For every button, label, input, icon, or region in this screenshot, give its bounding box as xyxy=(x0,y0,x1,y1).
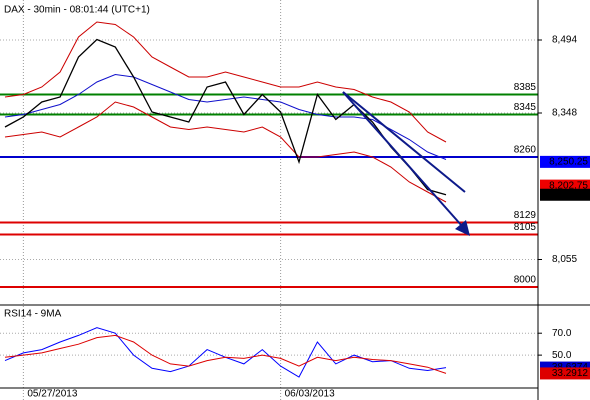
level-label: 8000 xyxy=(514,275,537,286)
level-label: 8260 xyxy=(514,145,537,156)
chart-title: DAX - 30min - 08:01:44 (UTC+1) xyxy=(4,5,150,16)
y-tick-label: 8,494 xyxy=(552,35,577,46)
price-tag-label: 8,202.75 xyxy=(549,180,588,191)
level-label: 8345 xyxy=(514,102,537,113)
trend-arrow xyxy=(342,91,463,227)
rsi-title: RSI14 - 9MA xyxy=(4,309,62,320)
trend-line xyxy=(342,91,466,193)
price-tag xyxy=(540,179,590,192)
price-tag-label: 8,184.5 xyxy=(555,189,589,200)
series-line xyxy=(4,38,447,196)
value-tag-label: 33.2912 xyxy=(552,368,589,379)
series-line xyxy=(4,334,447,374)
level-label: 8105 xyxy=(514,222,537,233)
series-line xyxy=(4,101,447,203)
y-tick-label: 50.0 xyxy=(552,350,572,361)
x-tick-label: 05/27/2013 xyxy=(27,389,77,400)
y-tick-label: 8,055 xyxy=(552,254,577,265)
series-line xyxy=(4,73,447,160)
y-tick-label: 70.0 xyxy=(552,328,572,339)
x-tick-label: 06/03/2013 xyxy=(285,389,335,400)
arrow-head xyxy=(455,220,470,236)
series-line xyxy=(4,21,447,143)
price-tag-label: 8,250.25 xyxy=(549,157,588,168)
level-label: 8129 xyxy=(514,210,537,221)
price-tag xyxy=(540,188,590,201)
level-label: 8385 xyxy=(514,82,537,93)
value-tag xyxy=(540,367,590,380)
price-tag xyxy=(540,155,590,168)
y-tick-label: 8,348 xyxy=(552,108,577,119)
